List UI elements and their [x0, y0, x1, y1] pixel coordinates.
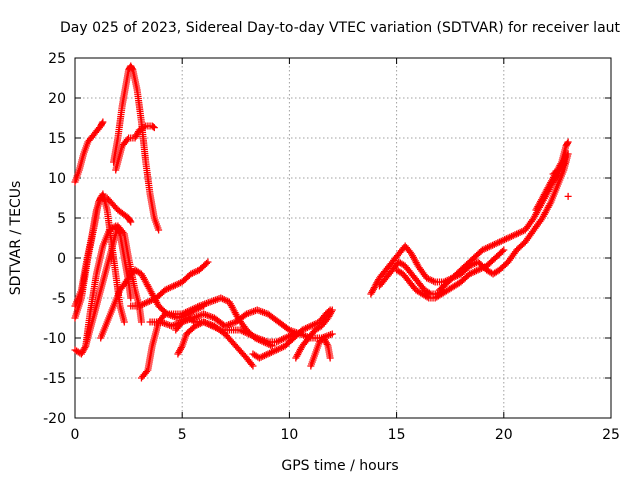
x-tick-labels: 0 5 10 15 20 25: [71, 427, 620, 443]
grid-lines: [75, 58, 611, 418]
y-axis-label: SDTVAR / TECUs: [8, 181, 24, 296]
plus-marker: [564, 192, 572, 200]
x-tick-label: 25: [602, 427, 620, 443]
plus-marker: [160, 312, 168, 320]
series-arc12: [174, 318, 257, 370]
plus-marker: [326, 354, 334, 362]
plus-marker: [563, 139, 571, 147]
series-arc16: [307, 334, 334, 370]
plus-marker: [120, 318, 128, 326]
plot-frame: [74, 57, 612, 419]
plus-marker: [149, 123, 157, 131]
y-tick-label: 15: [48, 131, 66, 147]
y-tick-label: 10: [48, 171, 66, 187]
series-arc15: [292, 306, 336, 362]
series-arc1: [71, 118, 107, 186]
plus-marker: [561, 160, 569, 168]
y-tick-label: 5: [57, 211, 66, 227]
y-tick-label: 25: [48, 51, 66, 67]
y-tick-label: -5: [52, 291, 66, 307]
plus-marker: [202, 259, 210, 267]
y-tick-label: -10: [43, 331, 66, 347]
plus-marker: [248, 360, 256, 368]
series-single: [564, 192, 572, 200]
plus-marker: [143, 368, 151, 376]
x-tick-label: 20: [495, 427, 513, 443]
chart-title: Day 025 of 2023, Sidereal Day-to-day VTE…: [60, 20, 621, 36]
x-tick-label: 15: [388, 427, 406, 443]
plus-marker: [328, 330, 336, 338]
series-arc5: [82, 222, 145, 350]
series-arc21: [457, 150, 572, 278]
axis-ticks: [74, 57, 612, 419]
series-arc10: [137, 294, 276, 382]
plus-marker: [204, 258, 212, 266]
y-tick-label: -15: [43, 371, 66, 387]
series-arc7: [112, 122, 158, 174]
series-arc23: [549, 158, 570, 178]
series-arc20: [435, 150, 570, 294]
x-axis-label: GPS time / hours: [281, 458, 398, 474]
plus-marker: [323, 340, 331, 348]
plus-marker: [119, 228, 127, 236]
plus-marker: [128, 65, 136, 73]
plus-marker: [150, 124, 158, 132]
plus-marker: [562, 158, 570, 166]
series-arc14: [249, 306, 334, 362]
x-tick-label: 0: [71, 427, 80, 443]
plus-marker: [126, 217, 134, 225]
plus-marker: [98, 119, 106, 127]
plus-marker: [137, 318, 145, 326]
x-tick-label: 5: [178, 427, 187, 443]
plus-marker: [140, 123, 148, 131]
plus-marker: [155, 226, 163, 234]
plus-marker: [177, 344, 185, 352]
series-arc6: [110, 62, 163, 234]
plus-marker: [249, 362, 257, 370]
plus-marker: [99, 118, 107, 126]
plus-marker: [123, 136, 131, 144]
plus-marker: [498, 247, 506, 255]
x-tick-label: 10: [280, 427, 298, 443]
plus-marker: [81, 344, 89, 352]
plus-marker: [328, 306, 336, 314]
plus-marker: [327, 308, 335, 316]
y-tick-label: -20: [43, 411, 66, 427]
plus-marker: [127, 294, 135, 302]
data-marks: [71, 62, 572, 382]
plus-marker: [564, 138, 572, 146]
plus-marker: [423, 293, 431, 301]
y-tick-label: 0: [57, 251, 66, 267]
y-tick-label: 20: [48, 91, 66, 107]
series-arc18: [375, 258, 448, 298]
series-arc9: [127, 258, 212, 310]
y-tick-labels: -20 -15 -10 -5 0 5 10 15 20 25: [43, 51, 66, 427]
plus-marker: [500, 246, 508, 254]
plus-marker: [127, 218, 135, 226]
